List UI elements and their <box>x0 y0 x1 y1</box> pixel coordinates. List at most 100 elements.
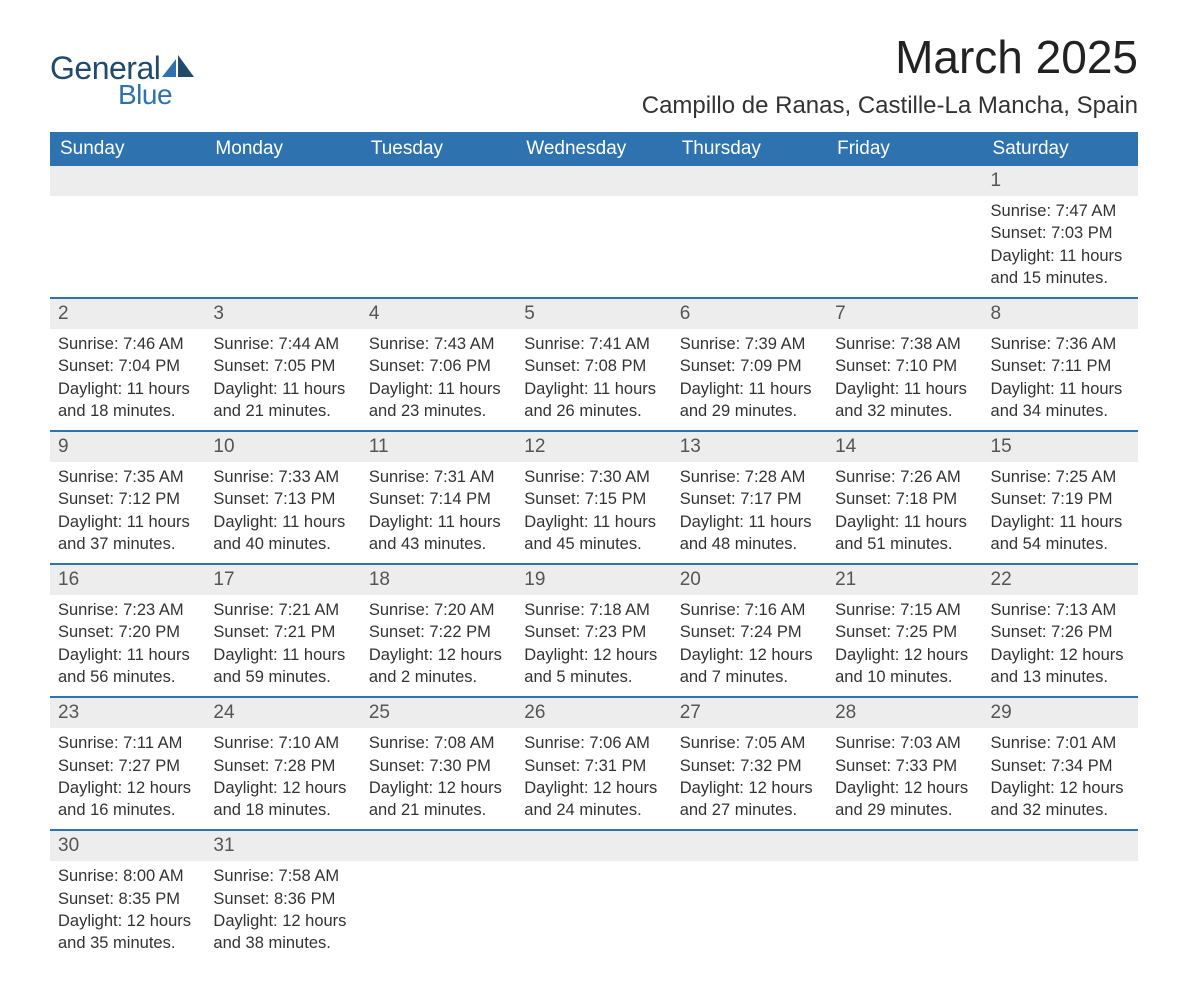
day-number-cell <box>672 166 827 196</box>
day-detail-cell: Sunrise: 7:36 AMSunset: 7:11 PMDaylight:… <box>983 329 1138 431</box>
day-number-row: 9101112131415 <box>50 431 1138 462</box>
day-detail-cell: Sunrise: 7:08 AMSunset: 7:30 PMDaylight:… <box>361 728 516 830</box>
weekday-header-row: Sunday Monday Tuesday Wednesday Thursday… <box>50 132 1138 166</box>
day-detail-cell: Sunrise: 7:11 AMSunset: 7:27 PMDaylight:… <box>50 728 205 830</box>
day-detail-cell: Sunrise: 7:58 AMSunset: 8:36 PMDaylight:… <box>205 861 360 962</box>
day-number-cell: 21 <box>827 564 982 595</box>
day-number-cell <box>827 166 982 196</box>
day-detail-cell: Sunrise: 7:43 AMSunset: 7:06 PMDaylight:… <box>361 329 516 431</box>
day-number-cell: 12 <box>516 431 671 462</box>
day-number-cell: 24 <box>205 697 360 728</box>
day-number-row: 23242526272829 <box>50 697 1138 728</box>
month-title: March 2025 <box>642 30 1138 84</box>
day-detail-row: Sunrise: 7:11 AMSunset: 7:27 PMDaylight:… <box>50 728 1138 830</box>
day-detail-cell <box>827 196 982 298</box>
weekday-header: Tuesday <box>361 132 516 166</box>
day-detail-cell: Sunrise: 7:23 AMSunset: 7:20 PMDaylight:… <box>50 595 205 697</box>
day-number-row: 3031 <box>50 830 1138 861</box>
day-number-cell: 1 <box>983 166 1138 196</box>
day-detail-cell: Sunrise: 7:20 AMSunset: 7:22 PMDaylight:… <box>361 595 516 697</box>
day-detail-cell: Sunrise: 7:16 AMSunset: 7:24 PMDaylight:… <box>672 595 827 697</box>
day-detail-cell: Sunrise: 8:00 AMSunset: 8:35 PMDaylight:… <box>50 861 205 962</box>
day-detail-row: Sunrise: 7:35 AMSunset: 7:12 PMDaylight:… <box>50 462 1138 564</box>
day-detail-cell: Sunrise: 7:05 AMSunset: 7:32 PMDaylight:… <box>672 728 827 830</box>
day-detail-cell <box>205 196 360 298</box>
day-detail-cell: Sunrise: 7:47 AMSunset: 7:03 PMDaylight:… <box>983 196 1138 298</box>
day-detail-cell <box>983 861 1138 962</box>
day-number-cell: 11 <box>361 431 516 462</box>
weekday-header: Monday <box>205 132 360 166</box>
day-number-row: 2345678 <box>50 298 1138 329</box>
day-number-cell <box>205 166 360 196</box>
weekday-header: Saturday <box>983 132 1138 166</box>
day-detail-cell: Sunrise: 7:46 AMSunset: 7:04 PMDaylight:… <box>50 329 205 431</box>
weekday-header: Thursday <box>672 132 827 166</box>
day-detail-cell: Sunrise: 7:01 AMSunset: 7:34 PMDaylight:… <box>983 728 1138 830</box>
day-detail-cell: Sunrise: 7:31 AMSunset: 7:14 PMDaylight:… <box>361 462 516 564</box>
day-detail-cell <box>516 196 671 298</box>
day-number-cell <box>516 830 671 861</box>
day-detail-cell: Sunrise: 7:30 AMSunset: 7:15 PMDaylight:… <box>516 462 671 564</box>
day-number-cell <box>827 830 982 861</box>
day-detail-cell: Sunrise: 7:28 AMSunset: 7:17 PMDaylight:… <box>672 462 827 564</box>
day-number-cell <box>516 166 671 196</box>
day-detail-cell: Sunrise: 7:33 AMSunset: 7:13 PMDaylight:… <box>205 462 360 564</box>
day-number-cell <box>983 830 1138 861</box>
day-number-cell: 8 <box>983 298 1138 329</box>
day-number-cell: 13 <box>672 431 827 462</box>
day-number-cell: 31 <box>205 830 360 861</box>
day-number-row: 1 <box>50 166 1138 196</box>
day-number-cell: 22 <box>983 564 1138 595</box>
day-number-cell: 18 <box>361 564 516 595</box>
day-detail-cell: Sunrise: 7:41 AMSunset: 7:08 PMDaylight:… <box>516 329 671 431</box>
day-number-cell: 14 <box>827 431 982 462</box>
day-number-cell: 19 <box>516 564 671 595</box>
day-detail-cell <box>361 861 516 962</box>
day-detail-cell: Sunrise: 7:15 AMSunset: 7:25 PMDaylight:… <box>827 595 982 697</box>
day-number-cell: 23 <box>50 697 205 728</box>
day-number-cell: 2 <box>50 298 205 329</box>
day-detail-cell: Sunrise: 7:18 AMSunset: 7:23 PMDaylight:… <box>516 595 671 697</box>
day-number-row: 16171819202122 <box>50 564 1138 595</box>
day-detail-cell: Sunrise: 7:10 AMSunset: 7:28 PMDaylight:… <box>205 728 360 830</box>
day-number-cell <box>50 166 205 196</box>
day-detail-cell: Sunrise: 7:26 AMSunset: 7:18 PMDaylight:… <box>827 462 982 564</box>
weekday-header: Friday <box>827 132 982 166</box>
day-number-cell: 25 <box>361 697 516 728</box>
day-detail-cell: Sunrise: 7:38 AMSunset: 7:10 PMDaylight:… <box>827 329 982 431</box>
day-detail-cell <box>827 861 982 962</box>
day-detail-row: Sunrise: 8:00 AMSunset: 8:35 PMDaylight:… <box>50 861 1138 962</box>
day-detail-cell: Sunrise: 7:25 AMSunset: 7:19 PMDaylight:… <box>983 462 1138 564</box>
day-number-cell: 7 <box>827 298 982 329</box>
day-number-cell: 10 <box>205 431 360 462</box>
day-number-cell <box>672 830 827 861</box>
brand-logo: General Blue <box>50 50 196 111</box>
day-number-cell: 5 <box>516 298 671 329</box>
day-number-cell <box>361 830 516 861</box>
day-detail-cell: Sunrise: 7:06 AMSunset: 7:31 PMDaylight:… <box>516 728 671 830</box>
day-detail-cell <box>672 861 827 962</box>
day-number-cell: 30 <box>50 830 205 861</box>
day-number-cell: 28 <box>827 697 982 728</box>
day-detail-cell: Sunrise: 7:03 AMSunset: 7:33 PMDaylight:… <box>827 728 982 830</box>
day-detail-cell: Sunrise: 7:13 AMSunset: 7:26 PMDaylight:… <box>983 595 1138 697</box>
day-detail-cell <box>50 196 205 298</box>
page-header: General Blue March 2025 Campillo de Rana… <box>50 30 1138 120</box>
day-detail-row: Sunrise: 7:47 AMSunset: 7:03 PMDaylight:… <box>50 196 1138 298</box>
day-detail-cell <box>516 861 671 962</box>
weekday-header: Wednesday <box>516 132 671 166</box>
day-detail-cell: Sunrise: 7:35 AMSunset: 7:12 PMDaylight:… <box>50 462 205 564</box>
day-number-cell: 3 <box>205 298 360 329</box>
day-detail-row: Sunrise: 7:46 AMSunset: 7:04 PMDaylight:… <box>50 329 1138 431</box>
day-number-cell: 6 <box>672 298 827 329</box>
day-number-cell: 20 <box>672 564 827 595</box>
day-number-cell <box>361 166 516 196</box>
day-detail-cell <box>672 196 827 298</box>
day-number-cell: 27 <box>672 697 827 728</box>
day-detail-row: Sunrise: 7:23 AMSunset: 7:20 PMDaylight:… <box>50 595 1138 697</box>
weekday-header: Sunday <box>50 132 205 166</box>
day-detail-cell: Sunrise: 7:39 AMSunset: 7:09 PMDaylight:… <box>672 329 827 431</box>
day-number-cell: 29 <box>983 697 1138 728</box>
location-subtitle: Campillo de Ranas, Castille-La Mancha, S… <box>642 92 1138 120</box>
day-number-cell: 17 <box>205 564 360 595</box>
